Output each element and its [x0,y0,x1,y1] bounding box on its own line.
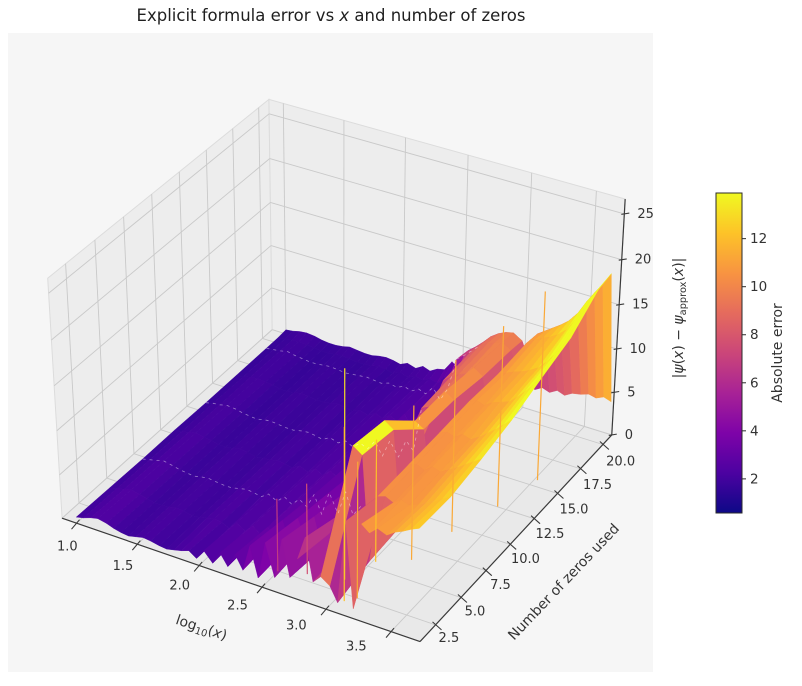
svg-text:5.0: 5.0 [465,604,486,619]
svg-text:10.0: 10.0 [511,552,540,567]
svg-text:2.5: 2.5 [227,598,248,613]
x-axis-label: log10​(x) [173,612,229,646]
chart-title: Explicit formula error vs x and number o… [136,6,526,25]
colorbar-tick-label: 2 [750,471,759,487]
surface-contour-line [205,402,422,458]
svg-text:3.0: 3.0 [286,619,307,634]
residual-spike [306,483,308,575]
z-axis-label: |ψ(x) − ψapprox​(x)| [671,258,689,379]
colorbar-tick-label: 8 [750,327,759,343]
svg-text:20.0: 20.0 [606,454,635,469]
svg-text:25: 25 [637,207,654,222]
svg-text:1.0: 1.0 [57,540,78,555]
svg-text:1.5: 1.5 [113,559,134,574]
svg-text:3.5: 3.5 [346,639,367,654]
svg-text:15: 15 [632,298,649,313]
colorbar-tick-label: 6 [750,375,759,391]
surface-contour-line [142,458,362,516]
svg-text:15.0: 15.0 [559,502,588,517]
surface-contour-line [266,345,480,401]
residual-spike [497,326,505,507]
residual-spike [410,405,415,560]
svg-text:2.5: 2.5 [439,631,460,646]
colorbar: 2 4 6 8 10 12 Absolute error [715,192,786,514]
colorbar-label: Absolute error [770,303,786,403]
svg-text:20: 20 [635,253,652,268]
colorbar-tick-label: 4 [750,423,759,439]
svg-text:12.5: 12.5 [535,527,564,542]
surface-mesh [75,273,612,610]
residual-spike [375,439,378,562]
residual-spike [536,291,546,481]
svg-text:17.5: 17.5 [583,478,612,493]
colorbar-tick-label: 10 [750,279,767,295]
axis-spines [61,199,626,643]
svg-text:7.5: 7.5 [490,578,511,593]
residual-spike [276,498,279,572]
svg-text:2.0: 2.0 [169,579,190,594]
colorbar-gradient [715,192,743,514]
svg-text:5: 5 [627,385,635,400]
colorbar-tick-label: 12 [750,231,767,247]
axes3d [47,98,626,643]
residual-spike [451,359,457,532]
svg-text:10: 10 [630,342,647,357]
svg-text:0: 0 [625,428,633,443]
